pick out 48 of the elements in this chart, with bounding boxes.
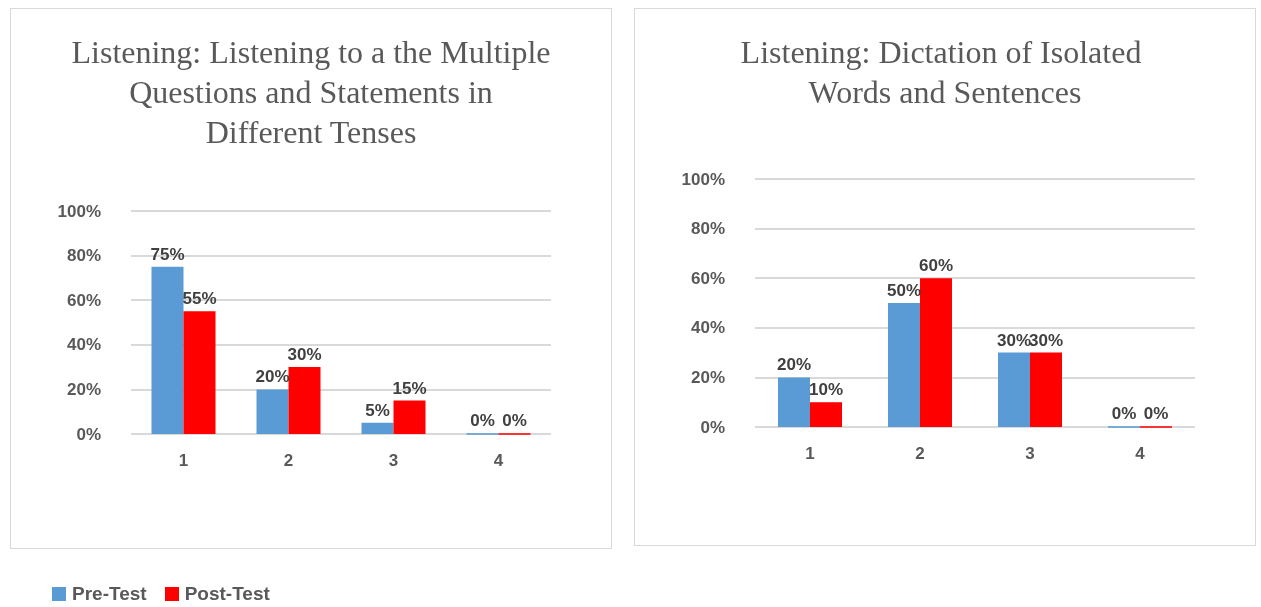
bar — [183, 311, 216, 434]
data-label: 15% — [392, 378, 427, 398]
y-tick-label: 80% — [66, 246, 101, 266]
data-label: 0% — [502, 411, 527, 431]
y-tick-label: 0% — [700, 417, 725, 437]
y-tick-label: 20% — [66, 379, 101, 399]
legend-label: Post-Test — [184, 583, 270, 605]
y-tick-label: 40% — [690, 318, 725, 338]
bar — [361, 422, 394, 434]
y-tick-label: 0% — [76, 424, 101, 444]
bar — [393, 400, 426, 434]
legend-label: Pre-Test — [72, 583, 147, 605]
chart-title: Listening: Dictation of Isolated Words and Sentences — [740, 34, 1150, 110]
data-label: 55% — [182, 289, 217, 309]
data-label: 5% — [365, 400, 390, 420]
x-tick-label: 1 — [805, 444, 815, 463]
data-label: 60% — [918, 256, 954, 276]
bar — [151, 266, 184, 434]
y-tick-label: 100% — [681, 169, 725, 189]
data-label: 30% — [287, 345, 322, 365]
x-tick-label: 3 — [1025, 444, 1035, 463]
bar — [888, 303, 920, 427]
x-tick-label: 2 — [283, 451, 294, 470]
y-tick-label: 40% — [66, 335, 101, 355]
x-tick-label: 4 — [493, 451, 504, 470]
x-tick-label: 2 — [915, 444, 925, 463]
bar — [288, 367, 321, 434]
data-label: 0% — [1143, 404, 1169, 424]
data-label: 0% — [470, 411, 495, 431]
data-label: 20% — [776, 355, 812, 375]
y-tick-label: 20% — [690, 367, 725, 387]
bar — [778, 377, 810, 427]
x-tick-label: 1 — [178, 451, 189, 470]
y-tick-label: 100% — [57, 201, 101, 221]
x-tick-label: 4 — [1135, 444, 1146, 463]
y-tick-label: 80% — [690, 219, 725, 239]
data-label: 10% — [808, 380, 844, 400]
bar — [1030, 352, 1062, 427]
bar — [920, 278, 952, 427]
data-label: 75% — [150, 244, 185, 264]
bar — [810, 402, 842, 427]
y-tick-label: 60% — [690, 268, 725, 288]
x-tick-label: 3 — [388, 451, 399, 470]
data-label: 0% — [1111, 404, 1137, 424]
bar — [256, 389, 289, 434]
chart-title: Listening: Listening to a the Multiple Questions and Statements in Different Tenses — [71, 34, 551, 150]
bar — [998, 352, 1030, 427]
y-tick-label: 60% — [66, 290, 101, 310]
